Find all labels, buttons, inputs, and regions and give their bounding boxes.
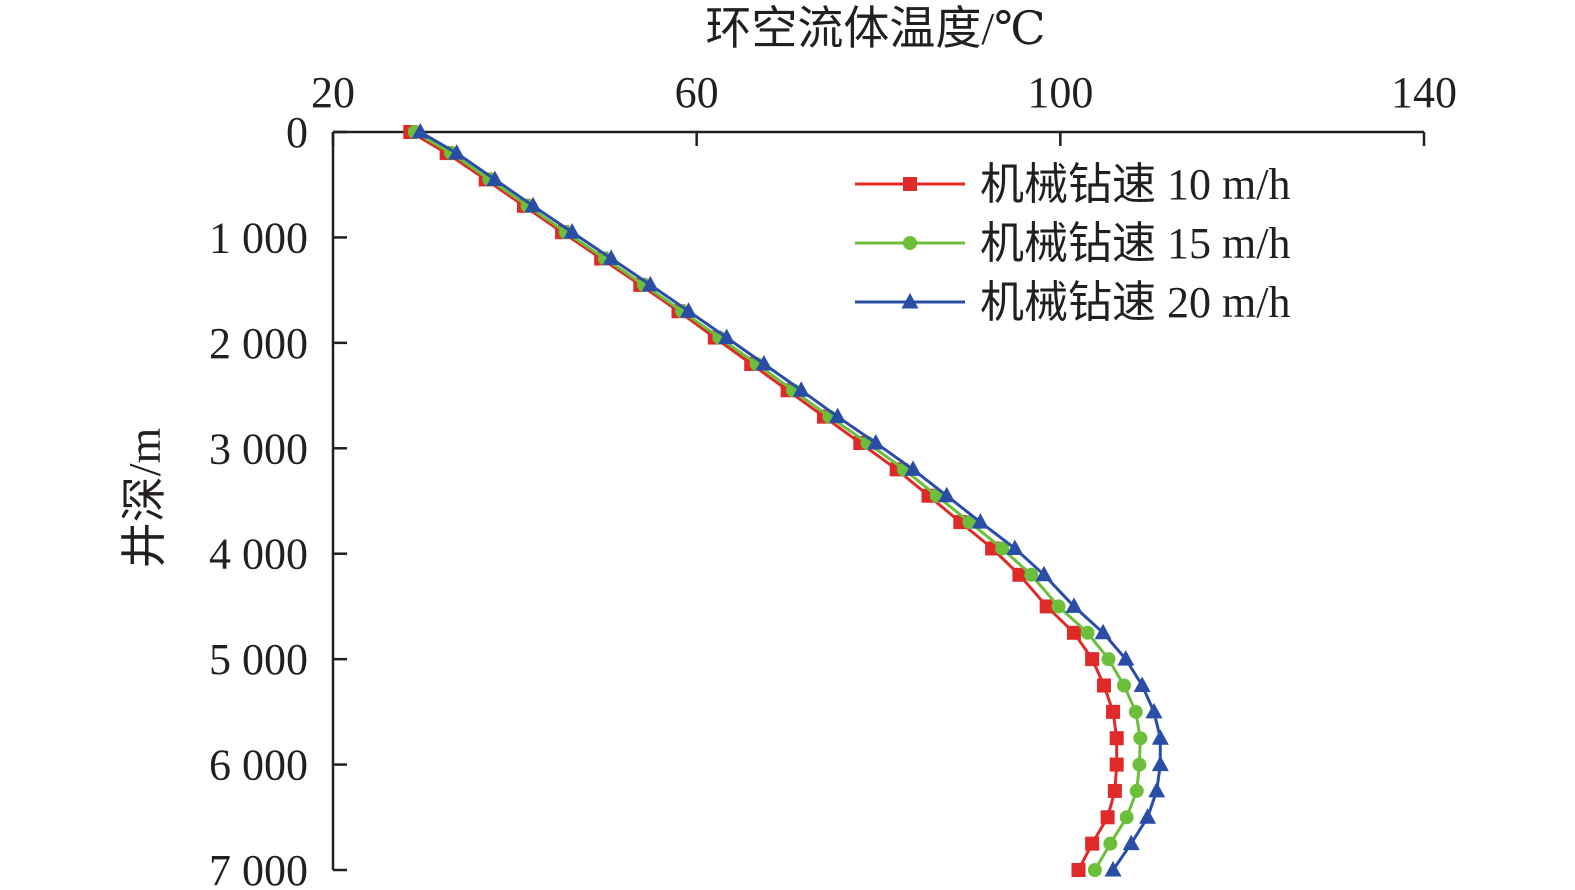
data-point — [602, 249, 620, 266]
data-point — [1096, 678, 1111, 693]
data-point — [1006, 539, 1024, 555]
data-point — [1100, 810, 1115, 825]
data-point — [1085, 652, 1100, 667]
data-point — [1103, 836, 1118, 851]
data-point — [1066, 625, 1081, 640]
y-tick-label: 1 000 — [209, 213, 308, 262]
legend-marker — [903, 177, 917, 191]
data-point — [641, 275, 659, 292]
data-point — [1133, 731, 1148, 746]
data-point — [1119, 810, 1134, 825]
legend-item-2: 机械钻速 15 m/h — [855, 219, 1290, 268]
y-tick-label: 4 000 — [209, 530, 308, 579]
series-3 — [411, 123, 1169, 877]
data-point — [1085, 836, 1100, 851]
data-point — [1122, 834, 1140, 851]
x-tick-label: 140 — [1391, 68, 1457, 117]
data-point — [1133, 676, 1151, 692]
data-point — [755, 354, 773, 371]
data-point — [1101, 652, 1116, 667]
data-point — [679, 302, 697, 318]
data-point — [1080, 625, 1095, 640]
data-point — [1071, 863, 1086, 877]
data-point — [1065, 597, 1083, 613]
data-point — [1151, 755, 1169, 772]
data-point — [938, 486, 956, 503]
data-point — [1148, 781, 1166, 798]
legend-marker — [903, 236, 917, 250]
data-point — [1132, 757, 1147, 772]
legend-label: 机械钻速 20 m/h — [980, 278, 1290, 327]
y-tick-label: 3 000 — [209, 424, 308, 473]
data-point — [1117, 650, 1135, 666]
data-point — [792, 381, 810, 397]
data-point — [448, 144, 466, 160]
y-tick-label: 0 — [286, 108, 308, 157]
data-point — [411, 123, 429, 139]
y-tick-label: 2 000 — [209, 319, 308, 368]
y-axis-title: 井深/m — [119, 428, 170, 569]
data-point — [1139, 808, 1157, 824]
data-point — [486, 170, 504, 186]
data-point — [867, 434, 885, 450]
x-tick-label: 20 — [311, 68, 355, 117]
data-point — [1116, 678, 1131, 693]
data-point — [1129, 783, 1144, 798]
legend-label: 机械钻速 15 m/h — [980, 219, 1290, 268]
data-point — [1109, 731, 1124, 746]
legend-label: 机械钻速 10 m/h — [980, 160, 1290, 209]
data-point — [1094, 623, 1112, 640]
x-tick-label: 100 — [1027, 68, 1093, 117]
y-tick-label: 7 000 — [209, 846, 308, 890]
data-point — [1107, 783, 1122, 798]
data-point — [1151, 729, 1169, 745]
data-point — [1039, 599, 1054, 614]
data-point — [904, 460, 922, 476]
data-point — [1109, 757, 1124, 772]
plot-area — [403, 123, 1169, 877]
data-point — [1051, 599, 1066, 614]
data-point — [1035, 565, 1053, 582]
data-point — [1128, 704, 1143, 719]
data-point — [1087, 863, 1102, 877]
data-point — [971, 513, 989, 529]
data-point — [1012, 567, 1027, 582]
y-tick-label: 5 000 — [209, 635, 308, 684]
y-tick-label: 6 000 — [209, 741, 308, 790]
x-tick-label: 60 — [675, 68, 719, 117]
x-axis-title: 环空流体温度/℃ — [705, 3, 1045, 54]
data-point — [962, 515, 977, 530]
legend-item-1: 机械钻速 10 m/h — [855, 160, 1290, 209]
axes: 20 60 100 140 0 1 000 2 000 3 000 4 000 5 000 6 00… — [209, 68, 1457, 890]
data-point — [995, 541, 1010, 556]
data-point — [563, 223, 581, 239]
data-point — [1145, 702, 1163, 719]
legend: 机械钻速 10 m/h 机械钻速 15 m/h 机械钻速 20 m/h — [855, 160, 1290, 327]
data-point — [1024, 567, 1039, 582]
legend-marker — [901, 293, 919, 309]
data-point — [829, 407, 847, 424]
data-point — [524, 196, 542, 213]
legend-item-3: 机械钻速 20 m/h — [855, 278, 1290, 327]
data-point — [718, 328, 736, 345]
data-point — [1104, 861, 1122, 877]
data-point — [1106, 704, 1121, 719]
